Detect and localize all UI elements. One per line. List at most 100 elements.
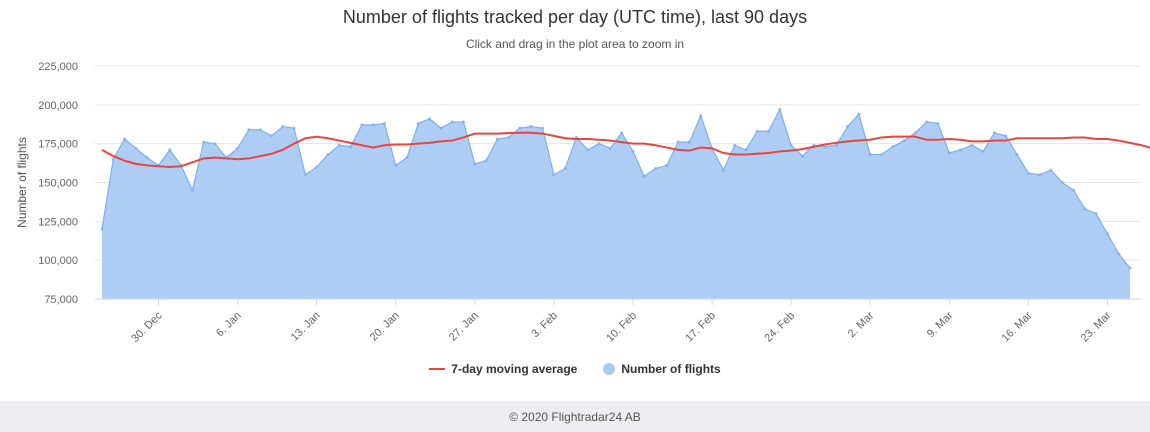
flights-point (348, 145, 353, 149)
flights-point (168, 148, 172, 152)
flights-point (100, 227, 104, 231)
flights-point (1117, 252, 1121, 256)
flights-point (879, 152, 884, 157)
x-tick-label: 2. Mar (846, 309, 877, 340)
flights-point (925, 120, 929, 124)
x-tick-label: 16. Mar (1000, 309, 1035, 344)
flights-point (1004, 134, 1008, 138)
flights-point (292, 126, 296, 130)
flights-point (518, 126, 522, 130)
flights-point (608, 146, 612, 150)
flights-point (382, 121, 387, 126)
x-tick-label: 9. Mar (925, 309, 956, 340)
y-tick-label: 75,000 (44, 294, 78, 306)
flights-point (202, 140, 206, 144)
x-tick-label: 24. Feb (762, 310, 797, 345)
flights-point (552, 173, 556, 177)
flights-point (1094, 211, 1098, 216)
flights-point (484, 159, 488, 163)
flights-point (122, 137, 127, 141)
flights-point (857, 112, 861, 116)
flights-point (1060, 180, 1064, 185)
flights-point (315, 165, 319, 169)
legend-line-icon (429, 368, 446, 370)
flights-chart[interactable]: 75,000 100,000 125,000 150,000 175,000 200,00… (0, 0, 1150, 400)
flights-point (416, 121, 420, 126)
flights-point (744, 148, 748, 152)
y-tick-label: 225,000 (38, 61, 78, 73)
flights-point (687, 140, 692, 144)
flights-point (258, 128, 262, 132)
flights-point (992, 131, 997, 135)
y-tick-label: 200,000 (38, 100, 78, 112)
legend-dot-icon (603, 363, 616, 375)
flights-point (778, 107, 782, 112)
flights-point (733, 143, 737, 147)
copyright-text: © 2020 Flightradar24 AB (509, 409, 641, 424)
legend-item-number-of-flights[interactable]: Number of flights (603, 362, 721, 376)
flights-point (665, 163, 669, 168)
chart-title: Number of flights tracked per day (UTC t… (342, 7, 808, 27)
legend-item-moving-average[interactable]: 7-day moving average (429, 362, 577, 376)
flights-point (1128, 266, 1132, 270)
flights-point (845, 124, 850, 129)
flights-point (326, 152, 330, 157)
flights-point (281, 124, 285, 129)
x-tick-label: 23. Mar (1079, 309, 1114, 344)
flights-point (891, 145, 895, 149)
flights-point (507, 135, 511, 140)
flights-point (450, 120, 454, 124)
x-tick-label: 27. Jan (447, 310, 481, 344)
flights-point (981, 149, 985, 154)
flights-point (721, 168, 725, 172)
flights-point (235, 146, 240, 150)
y-tick-label: 150,000 (38, 178, 78, 190)
flights-point (371, 123, 375, 127)
flights-point (1026, 171, 1030, 175)
flights-point (653, 166, 658, 171)
flights-point (190, 188, 194, 192)
flights-point (766, 129, 771, 133)
flights-point (823, 145, 827, 149)
flights-point (789, 143, 793, 147)
flights-point (145, 156, 149, 160)
flights-point (134, 146, 138, 150)
flights-point (936, 121, 940, 126)
plot-area[interactable] (100, 107, 1150, 300)
flights-point (902, 138, 906, 143)
flights-point (586, 148, 590, 152)
flights-point (1105, 232, 1110, 236)
x-tick-label: 6. Jan (214, 310, 244, 340)
flights-point (303, 173, 307, 177)
flights-point (247, 128, 251, 132)
y-tick-label: 100,000 (38, 255, 78, 267)
flights-point (269, 134, 274, 138)
flights-point (699, 114, 703, 118)
flights-point (1015, 152, 1019, 157)
flights-point (642, 174, 646, 178)
legend-label-number-of-flights: Number of flights (621, 362, 721, 376)
flights-point (1049, 168, 1053, 172)
flights-point (1071, 188, 1076, 192)
flights-point (800, 154, 805, 158)
flights-point (597, 142, 601, 146)
flights-point (913, 131, 917, 135)
flights-point (111, 157, 115, 161)
flights-point (529, 124, 533, 129)
y-tick-label: 175,000 (38, 139, 78, 151)
flights-point (947, 151, 951, 155)
flights-point (495, 137, 499, 141)
flights-point (676, 140, 680, 144)
flights-area (102, 109, 1130, 300)
flights-point (394, 163, 398, 168)
x-tick-label: 13. Jan (289, 310, 323, 344)
flights-point (1083, 207, 1087, 211)
x-tick-label: 10. Feb (604, 310, 639, 345)
flights-point (755, 129, 759, 133)
flights-point (461, 120, 466, 124)
chart-subtitle: Click and drag in the plot area to zoom … (465, 37, 685, 51)
footer: © 2020 Flightradar24 AB (0, 401, 1150, 432)
flights-point (540, 126, 545, 130)
y-axis-title: Number of flights (15, 137, 29, 228)
flights-point (213, 142, 217, 146)
